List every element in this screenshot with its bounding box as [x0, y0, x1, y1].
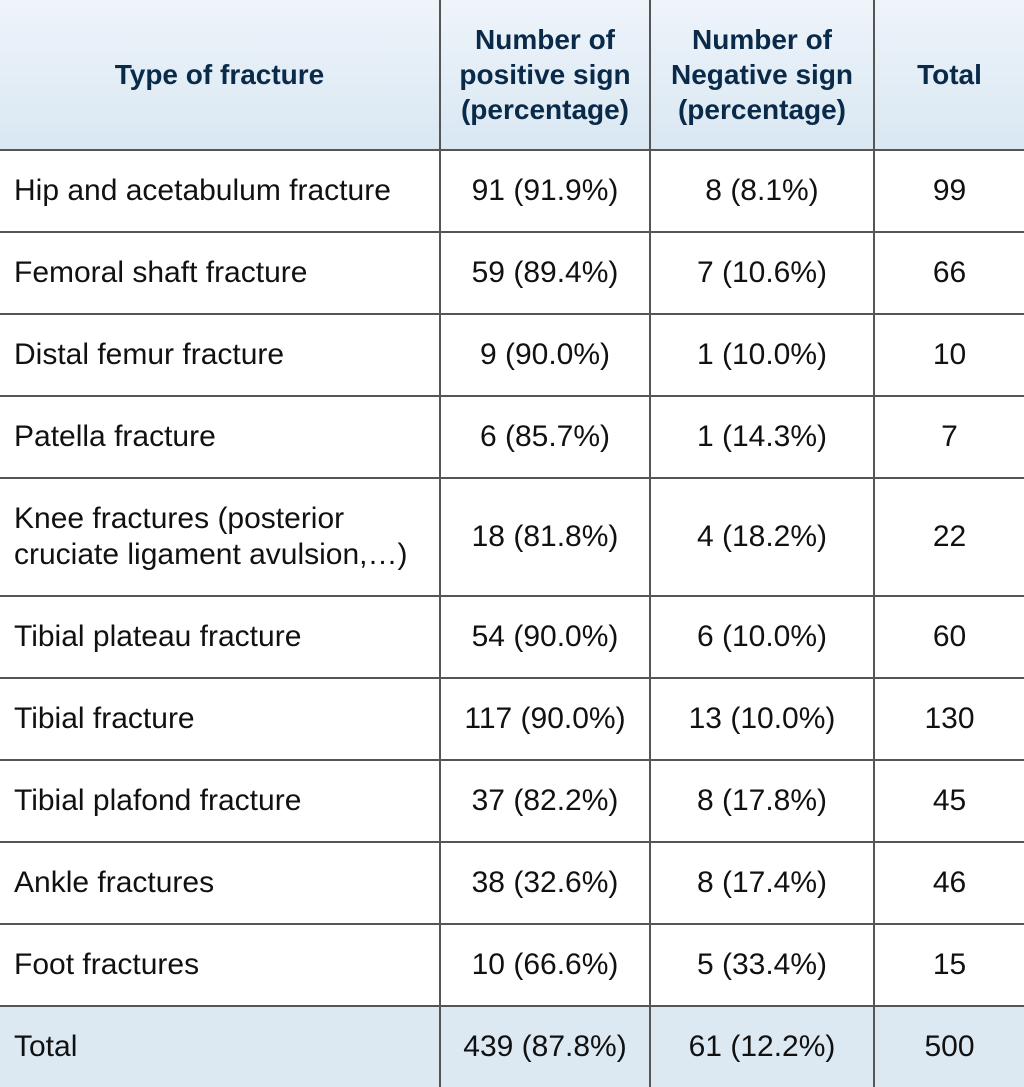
header-positive: Number of positive sign (percentage) [440, 0, 650, 150]
cell-negative: 8 (17.8%) [650, 760, 874, 842]
cell-total-type: Total [0, 1006, 440, 1087]
cell-total: 7 [874, 396, 1024, 478]
cell-positive: 54 (90.0%) [440, 596, 650, 678]
cell-total: 130 [874, 678, 1024, 760]
cell-total-total: 500 [874, 1006, 1024, 1087]
cell-negative: 7 (10.6%) [650, 232, 874, 314]
cell-negative: 8 (8.1%) [650, 150, 874, 232]
cell-negative: 13 (10.0%) [650, 678, 874, 760]
cell-type: Hip and acetabulum fracture [0, 150, 440, 232]
cell-type: Knee fractures (posterior cruciate ligam… [0, 478, 440, 596]
cell-negative: 4 (18.2%) [650, 478, 874, 596]
cell-positive: 59 (89.4%) [440, 232, 650, 314]
cell-negative: 1 (14.3%) [650, 396, 874, 478]
table-total-row: Total 439 (87.8%) 61 (12.2%) 500 [0, 1006, 1024, 1087]
table-row: Tibial plafond fracture 37 (82.2%) 8 (17… [0, 760, 1024, 842]
cell-positive: 38 (32.6%) [440, 842, 650, 924]
cell-negative: 8 (17.4%) [650, 842, 874, 924]
table-header-row: Type of fracture Number of positive sign… [0, 0, 1024, 150]
table-row: Tibial plateau fracture 54 (90.0%) 6 (10… [0, 596, 1024, 678]
cell-total-positive: 439 (87.8%) [440, 1006, 650, 1087]
cell-total: 60 [874, 596, 1024, 678]
table-row: Hip and acetabulum fracture 91 (91.9%) 8… [0, 150, 1024, 232]
cell-type: Patella fracture [0, 396, 440, 478]
cell-total: 99 [874, 150, 1024, 232]
cell-negative: 6 (10.0%) [650, 596, 874, 678]
table-row: Distal femur fracture 9 (90.0%) 1 (10.0%… [0, 314, 1024, 396]
cell-positive: 117 (90.0%) [440, 678, 650, 760]
cell-type: Tibial fracture [0, 678, 440, 760]
cell-negative: 5 (33.4%) [650, 924, 874, 1006]
cell-total: 46 [874, 842, 1024, 924]
cell-positive: 18 (81.8%) [440, 478, 650, 596]
cell-total: 66 [874, 232, 1024, 314]
cell-total: 45 [874, 760, 1024, 842]
cell-type: Tibial plateau fracture [0, 596, 440, 678]
cell-positive: 37 (82.2%) [440, 760, 650, 842]
cell-type: Distal femur fracture [0, 314, 440, 396]
cell-total: 22 [874, 478, 1024, 596]
fracture-table: Type of fracture Number of positive sign… [0, 0, 1024, 1087]
header-type: Type of fracture [0, 0, 440, 150]
cell-type: Ankle fractures [0, 842, 440, 924]
cell-type: Foot fractures [0, 924, 440, 1006]
cell-negative: 1 (10.0%) [650, 314, 874, 396]
cell-total: 10 [874, 314, 1024, 396]
cell-total-negative: 61 (12.2%) [650, 1006, 874, 1087]
header-total: Total [874, 0, 1024, 150]
cell-positive: 91 (91.9%) [440, 150, 650, 232]
table-row: Tibial fracture 117 (90.0%) 13 (10.0%) 1… [0, 678, 1024, 760]
table-row: Foot fractures 10 (66.6%) 5 (33.4%) 15 [0, 924, 1024, 1006]
cell-type: Femoral shaft fracture [0, 232, 440, 314]
cell-positive: 6 (85.7%) [440, 396, 650, 478]
cell-positive: 10 (66.6%) [440, 924, 650, 1006]
header-negative: Number of Negative sign (percentage) [650, 0, 874, 150]
cell-type: Tibial plafond fracture [0, 760, 440, 842]
table-row: Femoral shaft fracture 59 (89.4%) 7 (10.… [0, 232, 1024, 314]
cell-positive: 9 (90.0%) [440, 314, 650, 396]
table-row: Ankle fractures 38 (32.6%) 8 (17.4%) 46 [0, 842, 1024, 924]
cell-total: 15 [874, 924, 1024, 1006]
table-row: Knee fractures (posterior cruciate ligam… [0, 478, 1024, 596]
table-row: Patella fracture 6 (85.7%) 1 (14.3%) 7 [0, 396, 1024, 478]
